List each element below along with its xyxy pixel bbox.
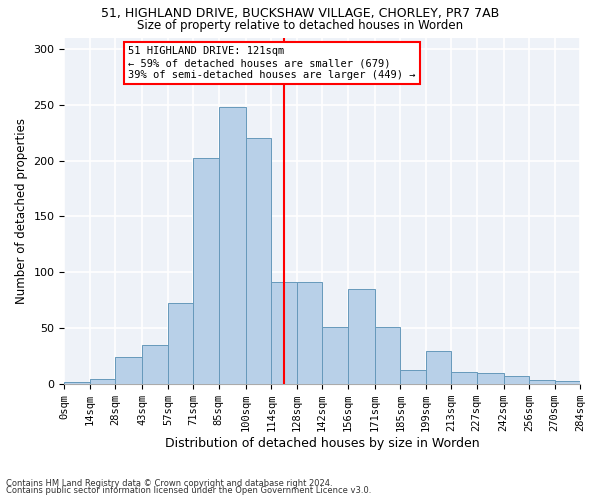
Text: Size of property relative to detached houses in Worden: Size of property relative to detached ho… xyxy=(137,18,463,32)
Text: 51, HIGHLAND DRIVE, BUCKSHAW VILLAGE, CHORLEY, PR7 7AB: 51, HIGHLAND DRIVE, BUCKSHAW VILLAGE, CH… xyxy=(101,8,499,20)
Bar xyxy=(297,282,322,384)
Bar xyxy=(64,382,90,384)
Bar xyxy=(322,327,347,384)
Bar xyxy=(219,107,246,384)
X-axis label: Distribution of detached houses by size in Worden: Distribution of detached houses by size … xyxy=(165,437,479,450)
Bar xyxy=(168,302,193,384)
Bar xyxy=(142,345,168,384)
Y-axis label: Number of detached properties: Number of detached properties xyxy=(15,118,28,304)
Bar xyxy=(193,158,219,384)
Bar xyxy=(476,373,504,384)
Bar xyxy=(529,380,554,384)
Text: Contains public sector information licensed under the Open Government Licence v3: Contains public sector information licen… xyxy=(6,486,371,495)
Bar xyxy=(90,378,115,384)
Bar xyxy=(504,376,529,384)
Bar xyxy=(554,381,580,384)
Bar xyxy=(425,350,451,384)
Bar xyxy=(400,370,425,384)
Text: 51 HIGHLAND DRIVE: 121sqm
← 59% of detached houses are smaller (679)
39% of semi: 51 HIGHLAND DRIVE: 121sqm ← 59% of detac… xyxy=(128,46,415,80)
Bar xyxy=(347,289,375,384)
Text: Contains HM Land Registry data © Crown copyright and database right 2024.: Contains HM Land Registry data © Crown c… xyxy=(6,478,332,488)
Bar xyxy=(375,327,400,384)
Bar xyxy=(115,358,142,384)
Bar xyxy=(451,372,476,384)
Bar xyxy=(271,282,297,384)
Bar xyxy=(246,138,271,384)
